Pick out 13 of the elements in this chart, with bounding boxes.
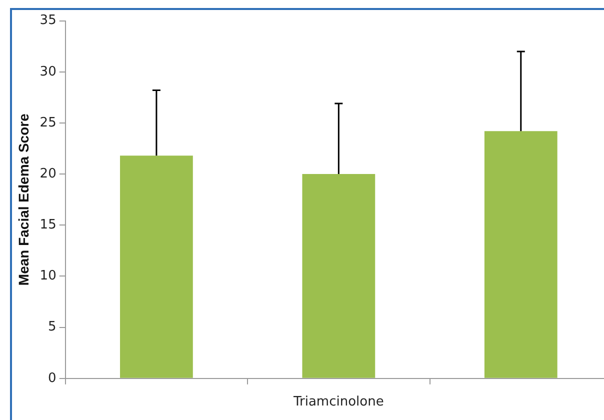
x-tick-label: Triamcinolone: [292, 394, 384, 410]
y-axis-title: Mean Facial Edema Score: [15, 113, 32, 286]
bar: [302, 174, 376, 378]
y-tick-label: 35: [40, 13, 56, 28]
y-tick-label: 20: [40, 166, 56, 182]
bar: [120, 156, 193, 378]
y-tick-label: 30: [40, 64, 56, 80]
y-tick-label: 10: [40, 268, 56, 284]
y-tick-label: 0: [48, 370, 56, 386]
y-tick-label: 15: [40, 218, 56, 233]
bar: [484, 131, 558, 378]
y-tick-label: 25: [40, 115, 56, 130]
y-tick-label: 5: [48, 320, 56, 335]
